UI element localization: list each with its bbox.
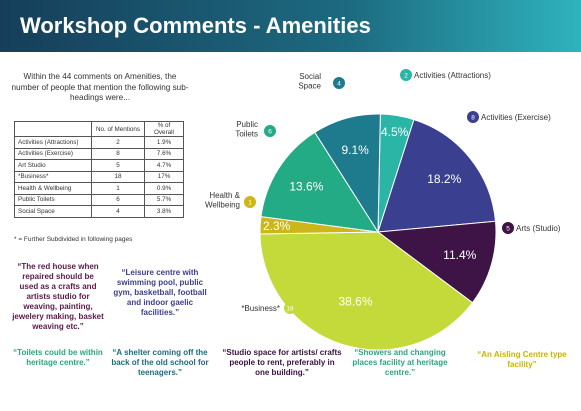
quote-leisure-centre: “Leisure centre with swimming pool, publ… xyxy=(113,268,207,317)
table-cell: 0.9% xyxy=(144,182,184,195)
mentions-table: No. of Mentions % of Overall Activities … xyxy=(14,121,184,218)
table-row: Social Space 4 3.8% xyxy=(14,205,184,218)
data-label-social-space: 9.1% xyxy=(341,143,369,157)
table-cell: 5.7% xyxy=(144,193,184,206)
data-label-public-toilets: 13.6% xyxy=(289,179,323,193)
pie-slice-social-space xyxy=(314,113,381,234)
footnote: * = Further Subdivided in following page… xyxy=(14,236,133,243)
quote-shelter: “A shelter coming off the back of the ol… xyxy=(111,348,209,377)
header-bar: Workshop Comments - Amenities xyxy=(0,0,581,52)
slice-name-line: Activities (Exercise) xyxy=(481,113,551,122)
slice-name-activities-attractions: Activities (Attractions) xyxy=(414,71,491,80)
quote-aisling-centre: “An Aisling Centre type facility” xyxy=(477,350,567,369)
table-row: *Business* 18 17% xyxy=(14,170,184,183)
data-label-health-wellbeing: 2.3% xyxy=(263,219,291,233)
count-label-health-wellbeing: 1 xyxy=(248,199,252,206)
slice-name-line: Toilets xyxy=(235,130,258,139)
count-badge-health-wellbeing xyxy=(244,196,256,208)
table-cell: 2 xyxy=(91,136,145,149)
count-badge-social-space xyxy=(333,77,345,89)
count-badge-business xyxy=(284,302,296,314)
data-label-business: 38.6% xyxy=(338,295,372,309)
pie-slice-business xyxy=(259,231,474,351)
slice-name-social-space: Social Space xyxy=(298,72,321,91)
table-cell: Public Toilets xyxy=(14,193,92,206)
pie-slice-public-toilets xyxy=(260,131,379,233)
table-cell: 6 xyxy=(91,193,145,206)
slice-name-health-wellbeing: Health & Wellbeing xyxy=(205,191,241,210)
pie-slice-arts-studio xyxy=(376,220,497,304)
table-cell: 1.9% xyxy=(144,136,184,149)
quote-red-house: “The red house when repaired should be u… xyxy=(12,262,104,331)
table-row: Public Toilets 6 5.7% xyxy=(14,193,184,206)
slice-name-line: Social xyxy=(299,72,321,81)
slice-name-line: Activities (Attractions) xyxy=(414,71,491,80)
count-badge-arts-studio xyxy=(502,222,514,234)
table-cell: Social Space xyxy=(14,205,92,218)
data-label-arts-studio: 11.4% xyxy=(443,248,476,262)
data-label-activities-attractions: 4.5% xyxy=(381,125,409,139)
count-label-activities-exercise: 8 xyxy=(471,114,475,121)
table-cell: 4.7% xyxy=(144,159,184,172)
table-header-percent: % of Overall xyxy=(144,121,184,137)
slice-name-public-toilets: Public Toilets xyxy=(235,120,258,139)
data-label-activities-exercise: 18.2% xyxy=(427,172,461,186)
count-badge-public-toilets xyxy=(264,125,276,137)
pie-labels: 4.5% 2 Activities (Attractions) 18.2% 8 Activ… xyxy=(205,69,561,314)
table-cell: 3.8% xyxy=(144,205,184,218)
table-header-row: No. of Mentions % of Overall xyxy=(14,121,184,137)
pie-slice-activities-exercise xyxy=(377,118,497,233)
quote-studio-space: “Studio space for artists/ crafts people… xyxy=(222,348,342,377)
table-cell: 18 xyxy=(91,170,145,183)
slice-name-line: Wellbeing xyxy=(205,201,240,210)
table-row: Health & Wellbeing 1 0.9% xyxy=(14,182,184,195)
slice-name-line: Public xyxy=(236,120,258,129)
slice-name-line: Arts (Studio) xyxy=(516,224,561,233)
intro-text: Within the 44 comments on Amenities, the… xyxy=(11,72,189,102)
table-cell: 17% xyxy=(144,170,184,183)
slice-name-arts-studio: Arts (Studio) xyxy=(516,224,561,233)
page-title: Workshop Comments - Amenities xyxy=(20,13,371,38)
pie-slices xyxy=(259,113,497,351)
slice-name-line: Space xyxy=(298,82,321,91)
count-badge-activities-exercise xyxy=(467,111,479,123)
count-label-business: 18 xyxy=(286,305,294,312)
slice-name-business: *Business* xyxy=(241,304,280,313)
count-label-arts-studio: 5 xyxy=(506,225,510,232)
table-cell: 7.6% xyxy=(144,147,184,160)
count-label-social-space: 4 xyxy=(337,80,341,87)
table-row: Activities (Exercise) 8 7.6% xyxy=(14,147,184,160)
table-header-mentions: No. of Mentions xyxy=(91,121,145,137)
slice-name-line: *Business* xyxy=(241,304,280,313)
table-row: Activities (Attractions) 2 1.9% xyxy=(14,136,184,149)
quote-showers: “Showers and changing places facility at… xyxy=(352,348,448,377)
quote-toilets: “Toilets could be within heritage centre… xyxy=(13,348,103,367)
count-badge-activities-attractions xyxy=(400,69,412,81)
table-row: Art Studio 5 4.7% xyxy=(14,159,184,172)
count-label-public-toilets: 6 xyxy=(268,128,272,135)
slice-name-activities-exercise: Activities (Exercise) xyxy=(481,113,551,122)
count-label-activities-attractions: 2 xyxy=(404,72,408,79)
slice-name-line: Health & xyxy=(209,191,240,200)
